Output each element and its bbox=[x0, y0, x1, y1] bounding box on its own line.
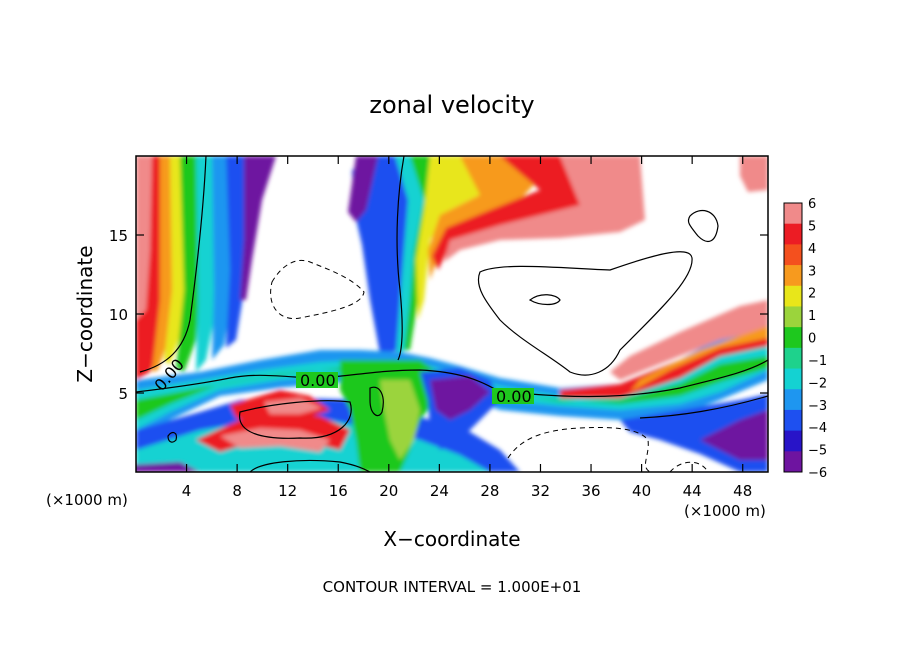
colorbar-tick-label: −4 bbox=[808, 421, 827, 436]
x-tick-label: 12 bbox=[278, 482, 297, 500]
y-tick-label: 15 bbox=[109, 227, 128, 245]
colorbar-tick-label: −5 bbox=[808, 444, 827, 459]
x-tick-label: 32 bbox=[531, 482, 550, 500]
colorbar-tick-label: −3 bbox=[808, 399, 827, 414]
y-axis-label: Z−coordinate bbox=[73, 245, 97, 382]
colorbar-frame bbox=[783, 202, 803, 473]
chart-title: zonal velocity bbox=[369, 91, 534, 119]
colorbar: 6 5 4 3 2 1 0 −1 −2 −3 −4 −5 −6 bbox=[783, 197, 827, 481]
colorbar-swatch bbox=[784, 327, 802, 349]
colorbar-swatch bbox=[784, 244, 802, 266]
colorbar-swatch bbox=[784, 389, 802, 411]
x-tick-label: 48 bbox=[733, 482, 752, 500]
colorbar-swatch bbox=[784, 347, 802, 370]
colorbar-tick-label: 3 bbox=[808, 264, 816, 279]
colorbar-swatch bbox=[784, 306, 802, 328]
colorbar-swatch bbox=[784, 285, 802, 307]
contour-interval-note: CONTOUR INTERVAL = 1.000E+01 bbox=[323, 578, 582, 596]
colorbar-tick-label: 5 bbox=[808, 219, 816, 234]
colorbar-tick-label: 0 bbox=[808, 332, 816, 347]
colorbar-swatch bbox=[784, 265, 802, 287]
x-axis-label: X−coordinate bbox=[383, 527, 520, 551]
x-tick-label: 44 bbox=[683, 482, 702, 500]
colorbar-swatch bbox=[784, 451, 802, 473]
colorbar-swatch bbox=[784, 223, 802, 245]
contour-label: 0.00 bbox=[300, 371, 336, 390]
colorbar-tick-label: −6 bbox=[808, 466, 827, 481]
x-tick-label: 36 bbox=[581, 482, 600, 500]
velocity-field bbox=[136, 156, 768, 472]
x-tick-label: 40 bbox=[632, 482, 651, 500]
x-tick-label: 24 bbox=[430, 482, 449, 500]
x-tick-label: 28 bbox=[480, 482, 499, 500]
x-tick-label: 8 bbox=[232, 482, 242, 500]
negative-contours bbox=[270, 260, 709, 472]
colorbar-swatch bbox=[784, 430, 802, 452]
x-unit-left: (×1000 m) bbox=[46, 491, 128, 509]
colorbar-tick-label: 2 bbox=[808, 287, 816, 302]
x-tick-label: 20 bbox=[379, 482, 398, 500]
colorbar-swatch bbox=[784, 203, 802, 225]
colorbar-tick-label: −2 bbox=[808, 376, 827, 391]
contour-label: 0.00 bbox=[496, 387, 532, 406]
colorbar-swatch bbox=[784, 409, 802, 432]
y-tick-label: 10 bbox=[109, 306, 128, 324]
x-unit-right: (×1000 m) bbox=[684, 502, 766, 520]
colorbar-swatch bbox=[784, 368, 802, 390]
x-axis: 4 8 12 16 20 24 28 32 36 40 44 48 bbox=[182, 156, 752, 500]
colorbar-tick-label: 4 bbox=[808, 242, 816, 257]
y-tick-label: 5 bbox=[118, 385, 128, 403]
y-axis: 5 10 15 bbox=[109, 227, 768, 403]
colorbar-tick-label: 6 bbox=[808, 197, 816, 212]
colorbar-tick-label: 1 bbox=[808, 309, 816, 324]
colorbar-tick-label: −1 bbox=[808, 354, 827, 369]
x-tick-label: 16 bbox=[329, 482, 348, 500]
x-tick-label: 4 bbox=[182, 482, 192, 500]
